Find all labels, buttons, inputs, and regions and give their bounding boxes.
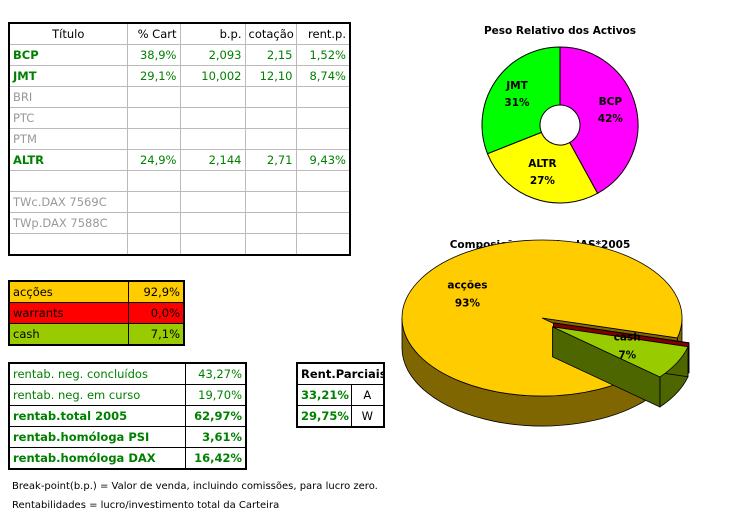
cell: ALTR: [8, 149, 128, 171]
cell: 62,97%: [184, 405, 247, 427]
donut-slice: [481, 46, 561, 155]
row: rentab. neg. concluídos 43,27%: [8, 362, 247, 385]
row: [8, 233, 351, 256]
cell: TWp.DAX 7588C: [8, 212, 128, 234]
header-cell: % Cart: [126, 22, 181, 45]
cell: JMT: [8, 65, 128, 87]
partial-title: Rent.Parciais: [296, 362, 385, 385]
slice-label: acções: [447, 279, 487, 291]
row: cash 7,1%: [8, 323, 185, 346]
cell: 1,52%: [295, 44, 351, 66]
note: Rentabilidades = lucro/investimento tota…: [12, 500, 280, 511]
row: TWc.DAX 7569C: [8, 191, 351, 213]
cell: 8,74%: [295, 65, 351, 87]
chart-title: Peso Relativo dos Activos: [484, 25, 636, 37]
cell: rentab.homóloga DAX: [8, 447, 186, 470]
cell: 43,27%: [184, 362, 247, 385]
cell: 10,002: [179, 65, 246, 87]
slice-top: [553, 322, 690, 344]
slice-value: 93%: [455, 297, 481, 309]
header-cell: rent.p.: [295, 22, 351, 45]
row: BCP 38,9% 2,093 2,15 1,52%: [8, 44, 351, 66]
cell: rentab.total 2005: [8, 405, 186, 427]
slice-label: cash: [614, 331, 641, 343]
partial-table: Rent.Parciais 33,21% A 29,75% W: [296, 362, 386, 428]
slice-value: 27%: [530, 175, 556, 187]
cell: 0,0%: [127, 302, 185, 324]
row: warrants 0,0%: [8, 302, 185, 324]
cell: 19,70%: [184, 384, 247, 406]
cell: [295, 233, 351, 256]
portfolio-table: Título% Cart b.p. cotação rent.p. BCP 38,9% 2,…: [8, 22, 351, 256]
slice-label: ALTR: [528, 158, 556, 170]
cell: [295, 212, 351, 234]
allocation-table: acções 92,9% warrants 0,0% cash 7,1%: [8, 280, 185, 346]
cell: 92,9%: [127, 280, 185, 303]
row: rentab.total 2005 62,97%: [8, 405, 247, 427]
donut-slice: [559, 46, 639, 195]
row: PTC: [8, 107, 351, 129]
row: JMT 29,1% 10,002 12,10 8,74%: [8, 65, 351, 87]
cell: TWc.DAX 7569C: [8, 191, 128, 213]
header-row: Título% Cart b.p. cotação rent.p.: [8, 22, 351, 45]
cell: 12,10: [244, 65, 297, 87]
row: rentab.homóloga DAX 16,42%: [8, 447, 247, 470]
cell: PTM: [8, 128, 128, 150]
cell: acções: [8, 280, 129, 303]
note: Break-point(b.p.) = Valor de venda, incl…: [12, 481, 378, 492]
cell: A: [350, 384, 385, 406]
donut-slice: [486, 131, 599, 204]
cell: warrants: [8, 302, 129, 324]
pie-slice: [552, 326, 689, 408]
cell: cash: [8, 323, 129, 346]
row: 29,75% W: [296, 405, 385, 428]
cell: 3,61%: [184, 426, 247, 448]
cell: 2,71: [244, 149, 297, 171]
cell: 7,1%: [127, 323, 185, 346]
slice-value: 7%: [618, 349, 636, 361]
row: TWp.DAX 7588C: [8, 212, 351, 234]
slice-label: BCP: [599, 96, 623, 108]
slice-top: [552, 326, 689, 378]
slice-label: JMT: [505, 80, 528, 92]
row: rentab.homóloga PSI 3,61%: [8, 426, 247, 448]
row: BRI: [8, 86, 351, 108]
row: acções 92,9%: [8, 280, 185, 303]
slice-value: 31%: [504, 97, 530, 109]
cell: W: [350, 405, 385, 428]
cell: rentab.homóloga PSI: [8, 426, 186, 448]
cell: 16,42%: [184, 447, 247, 470]
cell: 33,21%: [296, 384, 352, 406]
returns-table: rentab. neg. concluídos 43,27% rentab. neg…: [8, 362, 247, 470]
slice-value: 42%: [598, 113, 624, 125]
row: 33,21% A: [296, 384, 385, 406]
